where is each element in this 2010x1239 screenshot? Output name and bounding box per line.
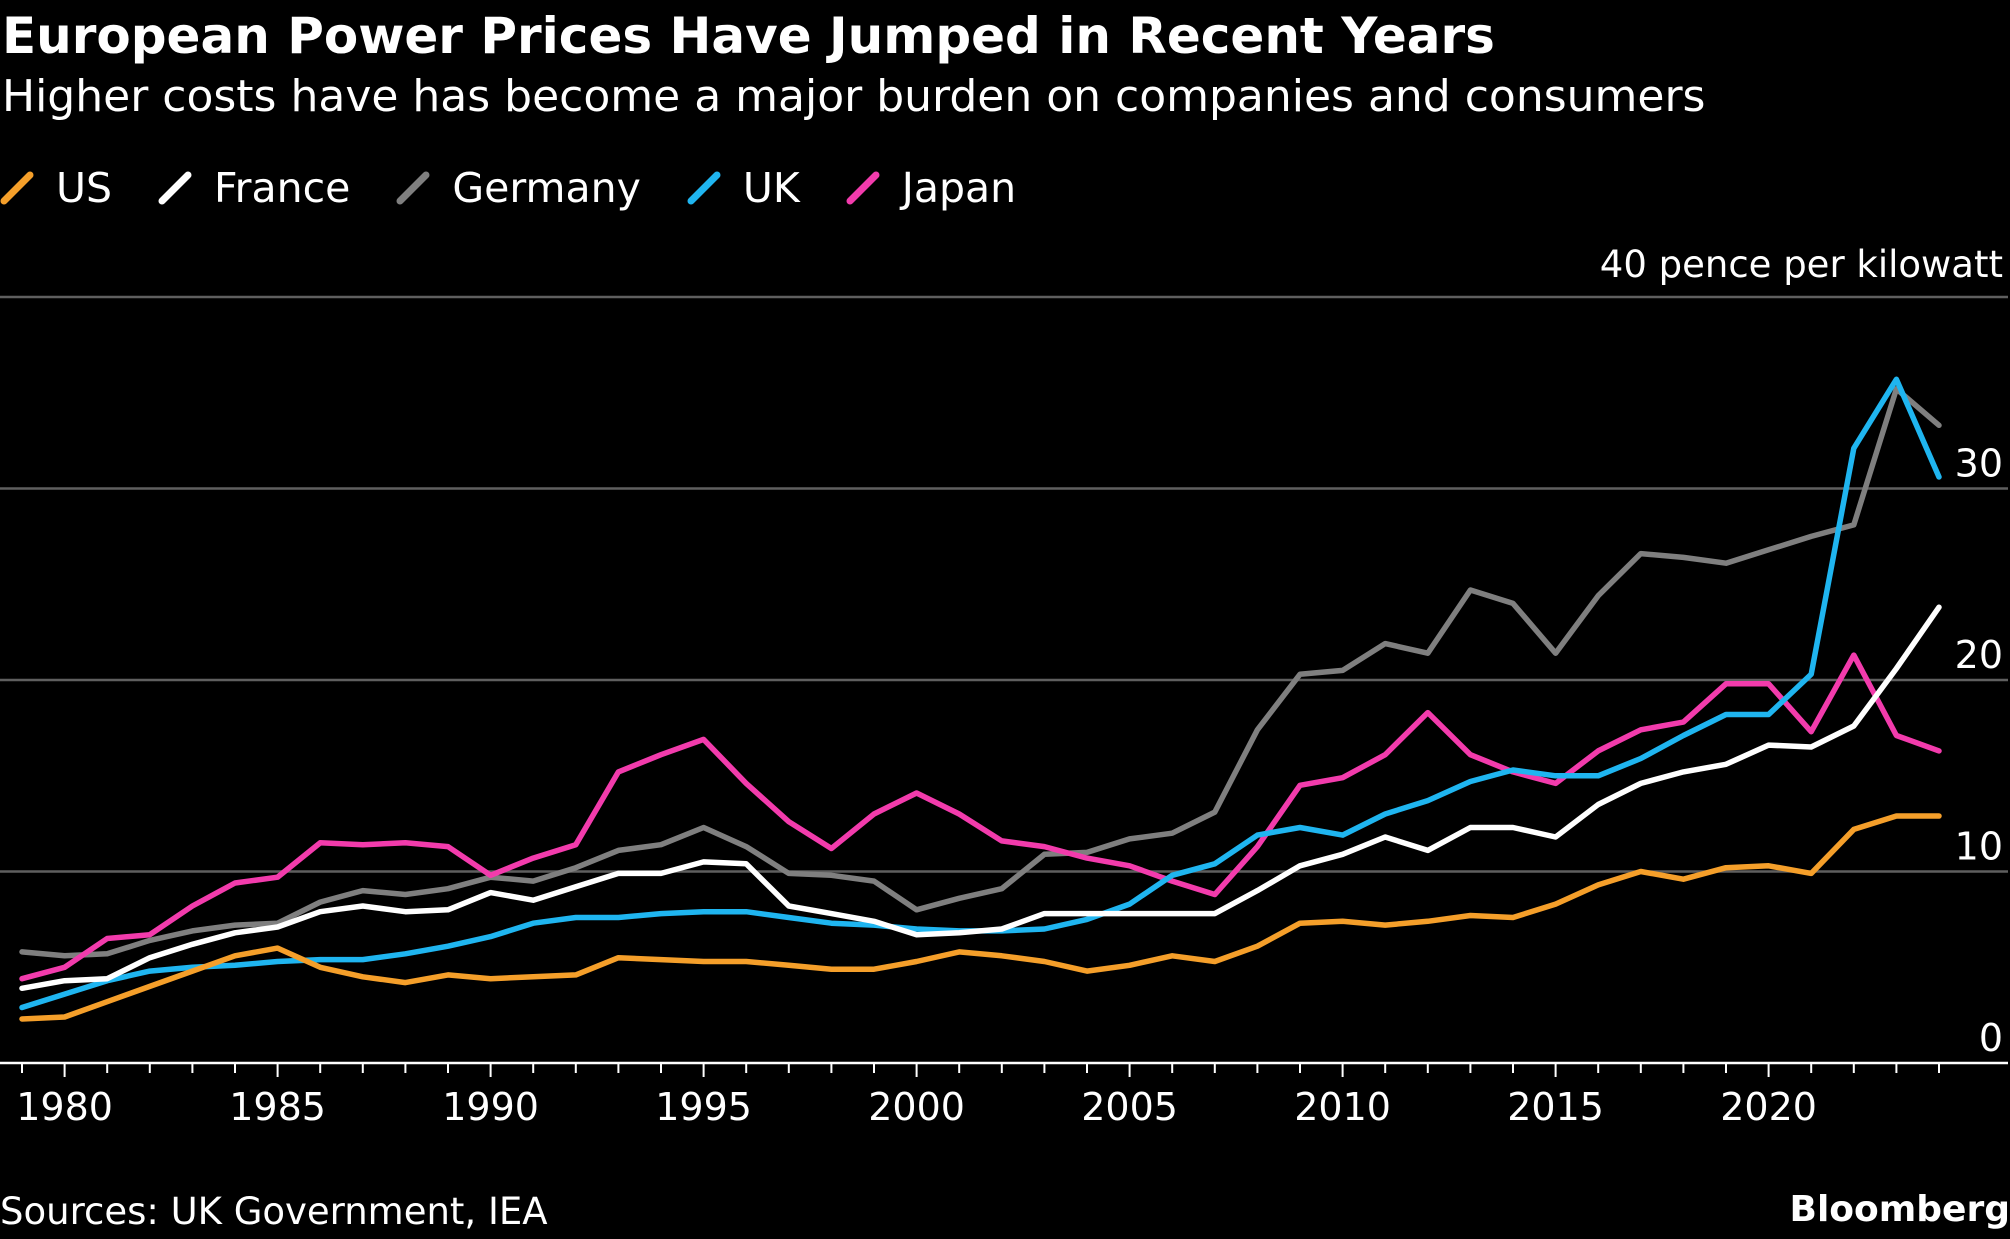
legend-swatch-japan <box>846 171 880 205</box>
legend-item-germany: Germany <box>396 163 641 213</box>
x-tick-label: 1985 <box>229 1085 326 1129</box>
legend-swatch-germany <box>396 171 430 205</box>
legend-swatch-uk <box>687 171 721 205</box>
bloomberg-logo: Bloomberg <box>1789 1189 2010 1230</box>
legend-item-uk: UK <box>687 163 800 213</box>
chart-subtitle: Higher costs have has become a major bur… <box>2 71 1706 122</box>
y-tick-label: 10 <box>1955 825 2003 869</box>
x-tick-label: 1990 <box>442 1085 539 1129</box>
x-tick-label: 2010 <box>1294 1085 1391 1129</box>
x-tick-label: 2015 <box>1507 1085 1604 1129</box>
x-tick-label: 1995 <box>655 1085 752 1129</box>
legend-label: Japan <box>901 164 1017 212</box>
y-tick-label: 30 <box>1955 442 2003 486</box>
legend-label: US <box>56 164 113 212</box>
x-tick-label: 2000 <box>868 1085 965 1129</box>
line-chart: 40 pence per kilowatt 0 10 20 30 1980 1985 1990… <box>0 243 2008 1129</box>
y-tick-label: 0 <box>1979 1016 2003 1060</box>
chart-legend: US France Germany UK Japan <box>0 160 1062 216</box>
sources-note: Sources: UK Government, IEA <box>0 1190 548 1233</box>
legend-swatch-us <box>0 171 34 205</box>
x-tick-label: 2005 <box>1081 1085 1178 1129</box>
legend-swatch-france <box>158 171 192 205</box>
unit-label: 40 pence per kilowatt <box>1600 243 2003 286</box>
legend-item-us: US <box>0 163 112 213</box>
series-line-germany <box>19 386 1942 959</box>
y-tick-label: 20 <box>1955 633 2003 677</box>
legend-label: Germany <box>452 164 641 212</box>
series-line-france <box>19 604 1942 992</box>
x-tick-label: 1980 <box>16 1085 113 1129</box>
legend-item-france: France <box>158 163 350 213</box>
legend-label: UK <box>742 164 800 212</box>
chart-title: European Power Prices Have Jumped in Rec… <box>2 7 1495 65</box>
series-line-japan <box>19 652 1942 982</box>
legend-item-japan: Japan <box>846 163 1016 213</box>
series-line-us <box>19 813 1942 1022</box>
x-tick-label: 2020 <box>1720 1085 1817 1129</box>
legend-label: France <box>214 164 351 212</box>
